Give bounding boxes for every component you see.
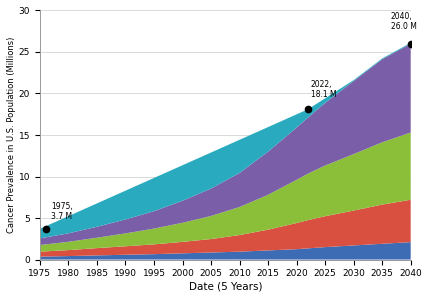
- Text: 2040,
26.0 M: 2040, 26.0 M: [391, 12, 417, 31]
- Y-axis label: Cancer Prevalence in U.S. Population (Millions): Cancer Prevalence in U.S. Population (Mi…: [7, 37, 16, 233]
- X-axis label: Date (5 Years): Date (5 Years): [189, 281, 262, 291]
- Text: 2022,
18.1 M: 2022, 18.1 M: [311, 80, 336, 99]
- Text: 1975,
3.7 M: 1975, 3.7 M: [51, 202, 73, 221]
